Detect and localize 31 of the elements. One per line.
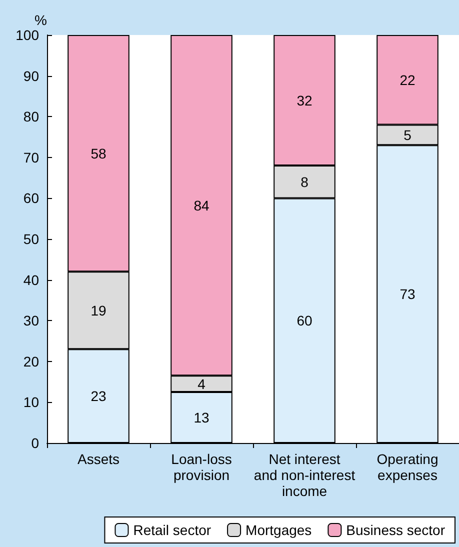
y-tick-label: 100 [16,27,40,43]
data-label: 4 [198,376,206,392]
data-label: 73 [400,286,416,302]
y-tick-label: 40 [23,272,40,288]
data-label: 13 [194,410,210,426]
y-tick-label: 20 [23,353,40,370]
y-tick-label: 80 [23,108,40,125]
y-tick-label: 60 [23,190,40,206]
x-tick-label: Loan-loss provision [171,451,232,483]
data-label: 32 [296,92,312,108]
legend-label: Retail sector [133,522,212,538]
x-tick-label: Assets [77,451,120,467]
y-tick-label: 90 [23,68,40,84]
y-tick-label: 10 [23,394,40,410]
legend-label: Business sector [346,522,446,538]
y-tick-label: 30 [23,312,40,329]
data-label: 22 [400,72,416,88]
data-label: 23 [90,388,106,404]
y-tick-label: 70 [23,149,40,166]
y-tick-label: 50 [23,231,40,247]
x-tick-label: Operating expenses [376,451,438,483]
data-label: 5 [404,126,412,143]
legend-label: Mortgages [246,522,312,538]
y-axis-title: % [34,12,47,28]
data-label: 58 [90,145,106,162]
data-label: 84 [194,197,210,214]
data-label: 8 [300,174,309,190]
y-tick-label: 0 [31,435,40,451]
data-label: 60 [296,312,312,329]
x-tick-label: Net interest and non-interest income [254,451,356,499]
data-label: 19 [90,302,106,318]
